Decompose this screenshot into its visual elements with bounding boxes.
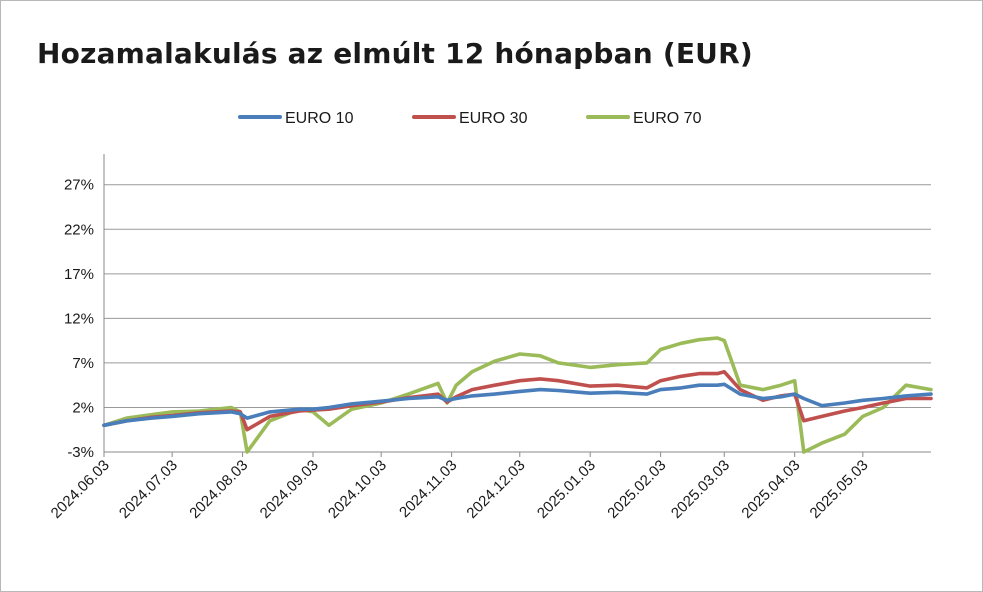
x-tick-label: 2024.12.03 [463,457,528,522]
x-tick-label: 2024.08.03 [186,457,251,522]
legend-label-euro-30: EURO 30 [459,110,528,127]
x-tick-label: 2025.02.03 [604,457,669,522]
y-tick-label: -3% [67,444,94,461]
series-line-euro-10 [102,382,933,428]
x-tick-label: 2025.03.03 [668,457,733,522]
x-tick-label: 2024.06.03 [48,457,113,522]
series-line-euro-70 [102,336,933,454]
y-tick-label: 7% [72,355,94,372]
y-tick-label: 17% [64,266,94,283]
x-tick-label: 2024.10.03 [325,457,390,522]
x-tick-label: 2024.11.03 [396,457,460,521]
legend-label-euro-10: EURO 10 [285,110,354,127]
x-tick-label: 2025.01.03 [534,457,599,522]
x-tick-label: 2025.05.03 [807,457,872,522]
x-tick-label: 2024.07.03 [116,457,181,522]
series-line-euro-30 [102,369,933,432]
y-tick-labels: -3% 2% 7% 12% 17% 22% 27% [64,177,94,461]
x-tick-label: 2024.09.03 [257,457,322,522]
x-tick-labels: 2024.06.03 2024.07.03 2024.08.03 2024.09.03… [48,452,872,522]
y-tick-label: 22% [64,221,94,238]
y-tick-label: 27% [64,177,94,194]
y-tick-label: 2% [72,399,94,416]
x-tick-label: 2025.04.03 [738,457,803,522]
y-tick-label: 12% [64,310,94,327]
chart-title: Hozamalakulás az elmúlt 12 hónapban (EUR… [37,37,753,70]
series-lines [102,336,933,454]
axes [103,154,931,453]
legend: EURO 10 EURO 30 EURO 70 [238,110,702,127]
legend-label-euro-70: EURO 70 [633,110,702,127]
